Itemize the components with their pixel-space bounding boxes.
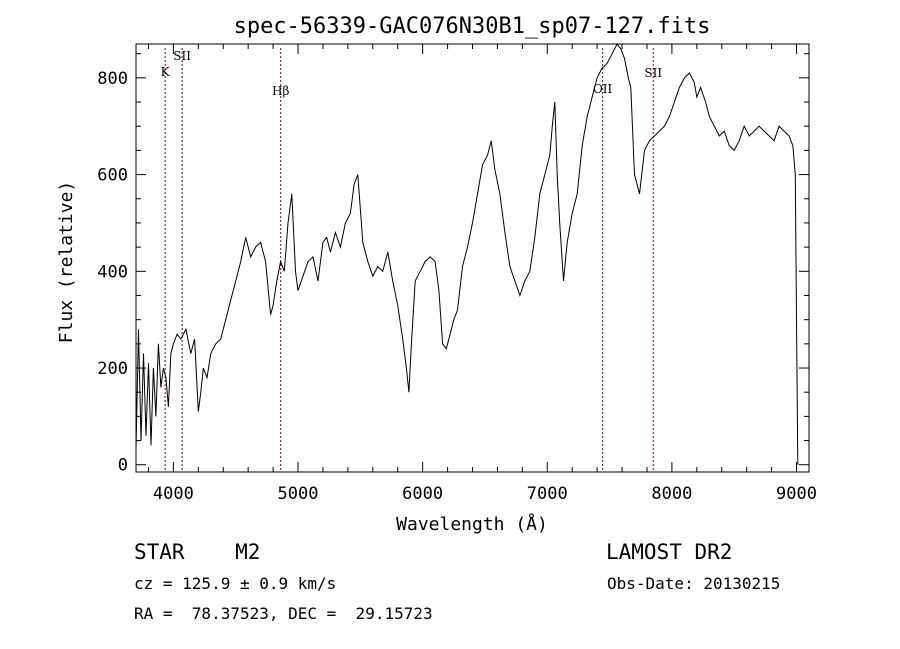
- x-tick-label: 8000: [651, 484, 692, 504]
- spectrum-chart: spec-56339-GAC076N30B1_sp07-127.fits KSI…: [56, 14, 817, 535]
- spectral-line-label: Hβ: [272, 84, 289, 98]
- x-tick-label: 7000: [527, 484, 568, 504]
- observation-date: Obs-Date: 20130215: [607, 574, 781, 593]
- spectral-line-label: OII: [593, 82, 613, 96]
- x-tick-label: 6000: [402, 484, 443, 504]
- plot-frame: [135, 43, 810, 473]
- spectral-line-label: K: [161, 65, 171, 79]
- x-axis-label: Wavelength (Å): [396, 513, 548, 535]
- y-tick-label: 800: [97, 69, 128, 89]
- chart-title: spec-56339-GAC076N30B1_sp07-127.fits: [234, 14, 711, 39]
- spectral-line-label: SII: [173, 49, 191, 63]
- coordinates: RA = 78.37523, DEC = 29.15723: [134, 604, 433, 623]
- spectrum-line: [135, 43, 799, 465]
- x-tick-label: 9000: [776, 484, 817, 504]
- y-tick-label: 200: [97, 359, 128, 379]
- x-tick-label: 4000: [153, 484, 194, 504]
- y-tick-label: 600: [97, 166, 128, 186]
- redshift-velocity: cz = 125.9 ± 0.9 km/s: [134, 574, 337, 593]
- y-axis-label: Flux (relative): [56, 181, 77, 344]
- y-tick-label: 400: [97, 262, 128, 282]
- object-type: STAR M2: [134, 540, 261, 564]
- spectral-line-label: SII: [644, 66, 662, 80]
- axis-ticks: 4000 5000 6000 7000 8000 9000 0 200 400 600 800: [97, 44, 817, 504]
- survey-name: LAMOST DR2: [606, 540, 733, 564]
- y-tick-label: 0: [118, 456, 128, 476]
- x-tick-label: 5000: [278, 484, 319, 504]
